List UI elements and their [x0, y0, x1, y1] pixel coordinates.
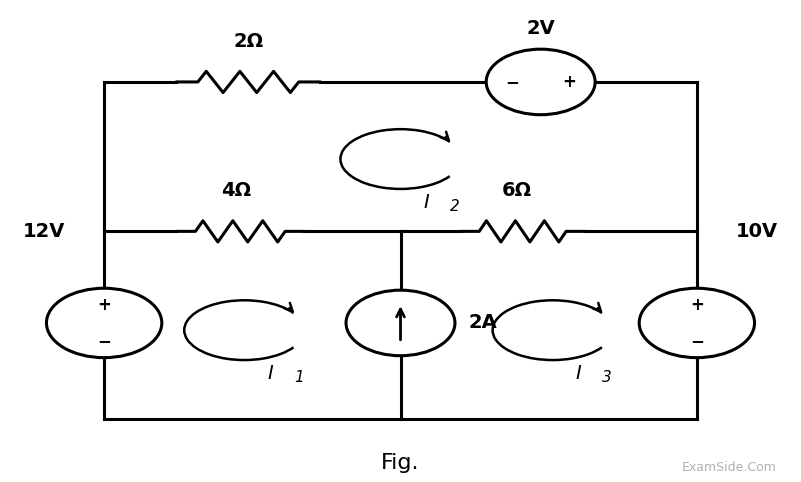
Text: −: −	[97, 332, 111, 350]
Text: +: +	[690, 295, 704, 314]
Text: 6Ω: 6Ω	[501, 181, 532, 200]
Text: 2: 2	[450, 199, 460, 214]
Text: 12V: 12V	[23, 222, 65, 241]
Text: I: I	[267, 364, 273, 383]
Circle shape	[639, 288, 755, 358]
Text: 2A: 2A	[469, 313, 497, 333]
Text: Fig.: Fig.	[381, 453, 420, 473]
Circle shape	[486, 49, 595, 115]
Circle shape	[46, 288, 162, 358]
Text: +: +	[97, 295, 111, 314]
Text: 10V: 10V	[736, 222, 778, 241]
Text: +: +	[562, 73, 577, 91]
Text: 4Ω: 4Ω	[221, 181, 252, 200]
Text: 3: 3	[602, 370, 612, 385]
Text: −: −	[505, 73, 519, 91]
Circle shape	[346, 290, 455, 356]
Text: 2Ω: 2Ω	[233, 32, 264, 51]
Text: −: −	[690, 332, 704, 350]
Text: I: I	[575, 364, 582, 383]
Text: ExamSide.Com: ExamSide.Com	[682, 461, 777, 474]
Text: 2V: 2V	[526, 19, 555, 38]
Text: 1: 1	[294, 370, 304, 385]
Text: I: I	[423, 193, 429, 212]
